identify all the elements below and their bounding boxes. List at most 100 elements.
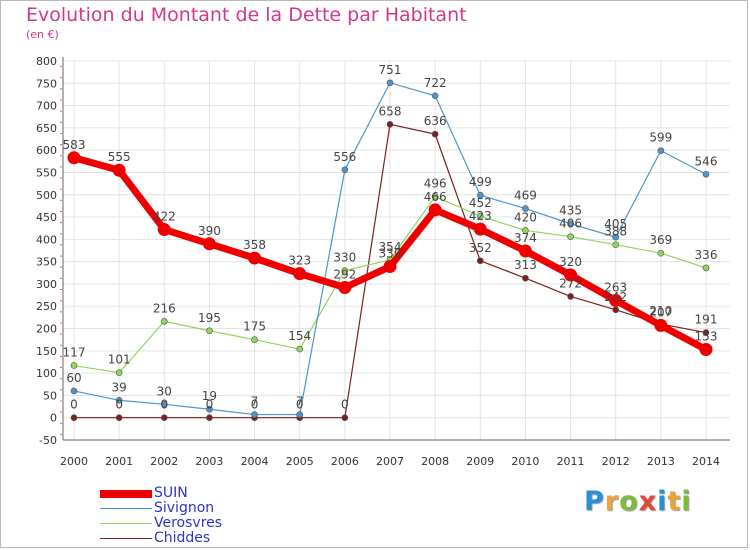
data-point-sivignon: [702, 170, 710, 178]
logo-letter: P: [584, 486, 605, 517]
data-point-suin: [428, 203, 442, 217]
data-label-suin: 422: [153, 210, 176, 224]
data-point-suin: [699, 342, 713, 356]
data-point-verosvres: [115, 369, 123, 376]
y-tick-label: 250: [36, 300, 57, 313]
data-label-sivignon: 435: [559, 204, 582, 218]
x-tick-label: 2014: [692, 455, 720, 468]
x-tick-label: 2003: [195, 455, 223, 468]
y-tick-label: 0: [50, 412, 57, 425]
data-label-chiddes: 658: [379, 104, 402, 118]
chart-title: Evolution du Montant de la Dette par Hab…: [26, 4, 467, 26]
data-point-sivignon: [386, 79, 394, 87]
y-tick-label: 600: [36, 144, 57, 157]
x-tick-label: 2000: [60, 455, 88, 468]
data-point-verosvres: [70, 362, 78, 369]
data-point-verosvres: [160, 318, 168, 325]
data-label-suin: 374: [514, 231, 537, 245]
data-label-verosvres: 117: [63, 346, 86, 360]
data-label-chiddes: 0: [206, 398, 214, 412]
data-point-suin: [202, 237, 216, 251]
data-label-chiddes: 0: [160, 398, 168, 412]
data-point-chiddes: [115, 414, 123, 422]
data-label-suin: 555: [108, 150, 131, 164]
data-point-chiddes: [70, 414, 78, 422]
x-tick-label: 2002: [150, 455, 178, 468]
data-label-chiddes: 272: [559, 276, 582, 290]
data-label-sivignon: 546: [695, 154, 718, 168]
data-label-suin: 339: [379, 247, 402, 261]
data-label-sivignon: 599: [649, 131, 672, 145]
data-point-suin: [518, 244, 532, 258]
data-label-sivignon: 7: [296, 395, 304, 409]
y-tick-label: 350: [36, 256, 57, 269]
data-label-chiddes: 242: [604, 290, 627, 304]
x-tick-label: 2006: [331, 455, 359, 468]
data-point-sivignon: [657, 147, 665, 154]
data-point-suin: [654, 318, 668, 332]
data-point-verosvres: [476, 212, 484, 220]
data-label-sivignon: 556: [333, 150, 356, 164]
data-label-chiddes: 0: [115, 398, 123, 412]
data-label-verosvres: 101: [108, 353, 131, 367]
data-label-suin: 358: [243, 238, 266, 252]
data-point-sivignon: [296, 411, 304, 418]
data-label-sivignon: 722: [424, 76, 447, 90]
data-label-sivignon: 405: [604, 217, 627, 231]
data-label-verosvres: 154: [288, 329, 311, 343]
data-point-sivignon: [206, 405, 213, 413]
legend-label-suin: SUIN: [154, 485, 188, 501]
data-point-sivignon: [567, 220, 574, 228]
data-label-verosvres: 369: [649, 233, 672, 247]
data-label-chiddes: 0: [70, 398, 78, 412]
x-tick-label: 2008: [421, 455, 449, 468]
data-label-verosvres: 175: [243, 320, 266, 334]
data-label-suin: 423: [469, 209, 492, 223]
legend-swatch-chiddes: [100, 538, 152, 539]
data-point-verosvres: [296, 345, 304, 353]
data-point-chiddes: [386, 121, 394, 128]
logo-letter: r: [604, 486, 620, 517]
y-tick-label: 300: [36, 278, 57, 291]
data-point-sivignon: [476, 191, 484, 199]
data-label-verosvres: 452: [469, 196, 492, 210]
data-point-chiddes: [431, 130, 439, 138]
data-label-sivignon: 30: [157, 384, 172, 398]
data-point-sivignon: [70, 387, 78, 395]
data-point-suin: [67, 151, 81, 165]
data-label-verosvres: 195: [198, 311, 221, 325]
data-point-verosvres: [431, 193, 439, 200]
data-label-chiddes: 0: [341, 398, 349, 412]
data-label-chiddes: 0: [296, 398, 304, 412]
data-point-chiddes: [341, 414, 349, 422]
data-point-sivignon: [522, 205, 529, 212]
y-tick-label: 50: [43, 389, 57, 402]
data-point-verosvres: [657, 249, 665, 257]
data-label-suin: 583: [63, 138, 86, 152]
data-point-verosvres: [251, 336, 258, 343]
chart-subtitle: (en €): [26, 28, 59, 41]
data-point-sivignon: [160, 401, 168, 408]
x-tick-label: 2009: [466, 455, 494, 468]
y-tick-label: 550: [36, 166, 57, 179]
logo-letter: o: [619, 486, 639, 517]
y-tick-label: 700: [36, 100, 57, 113]
data-point-chiddes: [522, 274, 529, 282]
data-label-verosvres: 354: [379, 240, 402, 254]
data-point-chiddes: [612, 306, 620, 314]
data-point-verosvres: [522, 227, 529, 234]
data-point-verosvres: [206, 327, 213, 335]
data-point-suin: [112, 163, 126, 177]
data-label-suin: 320: [559, 255, 582, 269]
data-point-chiddes: [567, 293, 574, 300]
x-tick-label: 2012: [602, 455, 630, 468]
y-tick-label: 500: [36, 189, 57, 202]
x-tick-label: 2010: [511, 455, 539, 468]
data-label-verosvres: 420: [514, 210, 537, 224]
data-label-suin: 323: [288, 254, 311, 268]
y-tick-label: 150: [36, 345, 57, 358]
data-label-suin: 292: [333, 268, 356, 282]
proxiti-logo: Proxiti: [584, 486, 692, 517]
y-tick-label: 750: [36, 77, 57, 90]
